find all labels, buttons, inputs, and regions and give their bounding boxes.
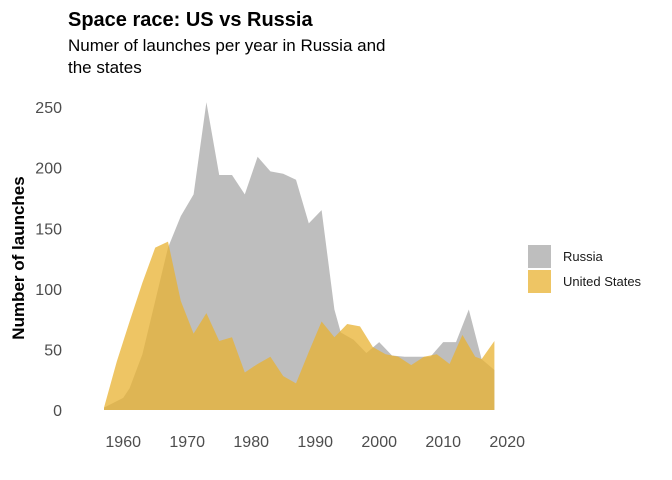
y-tick-label: 50 [44,342,62,359]
chart-subtitle-line-1: Numer of launches per year in Russia and [68,36,386,55]
legend: Russia United States [528,245,642,293]
legend-label: United States [563,274,642,289]
y-tick-label: 0 [53,403,62,420]
x-tick-label: 1980 [233,434,269,451]
x-axis-ticks: 1960 1970 1980 1990 2000 2010 2020 [105,434,525,451]
y-tick-label: 100 [35,282,62,299]
x-tick-label: 1970 [169,434,205,451]
y-axis-label: Number of launches [9,176,28,339]
chart-title: Space race: US vs Russia [68,9,313,31]
legend-key-russia [528,245,551,268]
area-united-states [104,241,495,410]
x-tick-label: 2000 [361,434,397,451]
x-tick-label: 2020 [489,434,525,451]
legend-label: Russia [563,249,604,264]
y-tick-label: 150 [35,221,62,238]
plot-area [104,102,495,411]
legend-key-united-states [528,270,551,293]
x-tick-label: 2010 [425,434,461,451]
x-tick-label: 1960 [105,434,141,451]
y-axis-ticks: 0 50 100 150 200 250 [35,100,62,420]
x-tick-label: 1990 [297,434,333,451]
y-tick-label: 250 [35,100,62,117]
y-tick-label: 200 [35,161,62,178]
chart-subtitle-line-2: the states [68,58,142,77]
